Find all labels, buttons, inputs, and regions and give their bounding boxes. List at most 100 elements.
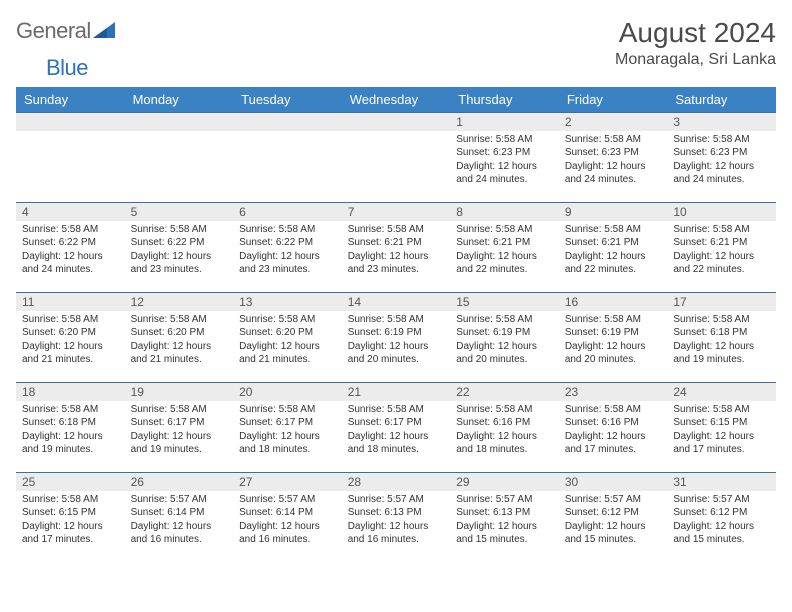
daylight-line: Daylight: 12 hours and 21 minutes. xyxy=(131,340,228,367)
daylight-line: Daylight: 12 hours and 22 minutes. xyxy=(673,250,770,277)
sunrise-line: Sunrise: 5:58 AM xyxy=(348,223,445,237)
day-cell: 13 Sunrise: 5:58 AMSunset: 6:20 PMDayligh… xyxy=(233,292,342,382)
day-number: 16 xyxy=(559,293,668,311)
day-info: Sunrise: 5:58 AMSunset: 6:18 PMDaylight:… xyxy=(22,403,119,457)
sunset-line: Sunset: 6:19 PM xyxy=(456,326,553,340)
dow-wednesday: Wednesday xyxy=(342,87,451,113)
day-cell: 5 Sunrise: 5:58 AMSunset: 6:22 PMDaylight… xyxy=(125,202,234,292)
sunset-line: Sunset: 6:16 PM xyxy=(565,416,662,430)
day-cell: 6 Sunrise: 5:58 AMSunset: 6:22 PMDaylight… xyxy=(233,202,342,292)
daylight-line: Daylight: 12 hours and 15 minutes. xyxy=(565,520,662,547)
day-info: Sunrise: 5:58 AMSunset: 6:22 PMDaylight:… xyxy=(131,223,228,277)
day-info: Sunrise: 5:58 AMSunset: 6:20 PMDaylight:… xyxy=(239,313,336,367)
day-number: 11 xyxy=(16,293,125,311)
daylight-line: Daylight: 12 hours and 19 minutes. xyxy=(22,430,119,457)
sunrise-line: Sunrise: 5:58 AM xyxy=(239,313,336,327)
empty-cell xyxy=(16,112,125,202)
day-number: 30 xyxy=(559,473,668,491)
sunset-line: Sunset: 6:14 PM xyxy=(239,506,336,520)
day-number: 24 xyxy=(667,383,776,401)
sunset-line: Sunset: 6:15 PM xyxy=(22,506,119,520)
calendar-row: 1 Sunrise: 5:58 AMSunset: 6:23 PMDaylight… xyxy=(16,112,776,202)
daylight-line: Daylight: 12 hours and 18 minutes. xyxy=(239,430,336,457)
sunrise-line: Sunrise: 5:58 AM xyxy=(22,493,119,507)
sunset-line: Sunset: 6:21 PM xyxy=(348,236,445,250)
day-info: Sunrise: 5:58 AMSunset: 6:21 PMDaylight:… xyxy=(456,223,553,277)
day-number: 12 xyxy=(125,293,234,311)
day-info: Sunrise: 5:58 AMSunset: 6:17 PMDaylight:… xyxy=(131,403,228,457)
day-info: Sunrise: 5:57 AMSunset: 6:14 PMDaylight:… xyxy=(239,493,336,547)
sunset-line: Sunset: 6:18 PM xyxy=(673,326,770,340)
sunset-line: Sunset: 6:20 PM xyxy=(22,326,119,340)
sunrise-line: Sunrise: 5:58 AM xyxy=(673,313,770,327)
day-info: Sunrise: 5:58 AMSunset: 6:15 PMDaylight:… xyxy=(22,493,119,547)
day-cell: 29Sunrise: 5:57 AMSunset: 6:13 PMDayligh… xyxy=(450,472,559,562)
day-number: 20 xyxy=(233,383,342,401)
brand-part2: Blue xyxy=(46,55,88,81)
title-block: August 2024 Monaragala, Sri Lanka xyxy=(615,18,776,69)
day-number: 5 xyxy=(125,203,234,221)
day-number: 3 xyxy=(667,113,776,131)
empty-cell xyxy=(233,112,342,202)
empty-daynum xyxy=(125,113,234,131)
sunrise-line: Sunrise: 5:58 AM xyxy=(348,313,445,327)
daylight-line: Daylight: 12 hours and 22 minutes. xyxy=(456,250,553,277)
day-cell: 12Sunrise: 5:58 AMSunset: 6:20 PMDayligh… xyxy=(125,292,234,382)
daylight-line: Daylight: 12 hours and 15 minutes. xyxy=(456,520,553,547)
day-number: 7 xyxy=(342,203,451,221)
day-number: 13 xyxy=(233,293,342,311)
brand-part1: General xyxy=(16,18,91,44)
day-number: 6 xyxy=(233,203,342,221)
sunrise-line: Sunrise: 5:58 AM xyxy=(456,403,553,417)
day-number: 25 xyxy=(16,473,125,491)
sunrise-line: Sunrise: 5:58 AM xyxy=(565,133,662,147)
day-info: Sunrise: 5:58 AMSunset: 6:21 PMDaylight:… xyxy=(673,223,770,277)
dow-tuesday: Tuesday xyxy=(233,87,342,113)
daylight-line: Daylight: 12 hours and 17 minutes. xyxy=(565,430,662,457)
day-number: 23 xyxy=(559,383,668,401)
daylight-line: Daylight: 12 hours and 17 minutes. xyxy=(22,520,119,547)
sunrise-line: Sunrise: 5:58 AM xyxy=(131,223,228,237)
day-cell: 20Sunrise: 5:58 AMSunset: 6:17 PMDayligh… xyxy=(233,382,342,472)
day-info: Sunrise: 5:57 AMSunset: 6:12 PMDaylight:… xyxy=(673,493,770,547)
day-cell: 22Sunrise: 5:58 AMSunset: 6:16 PMDayligh… xyxy=(450,382,559,472)
day-number: 1 xyxy=(450,113,559,131)
daylight-line: Daylight: 12 hours and 20 minutes. xyxy=(456,340,553,367)
day-cell: 1 Sunrise: 5:58 AMSunset: 6:23 PMDaylight… xyxy=(450,112,559,202)
sunrise-line: Sunrise: 5:58 AM xyxy=(348,403,445,417)
daylight-line: Daylight: 12 hours and 24 minutes. xyxy=(456,160,553,187)
day-info: Sunrise: 5:58 AMSunset: 6:22 PMDaylight:… xyxy=(239,223,336,277)
sunset-line: Sunset: 6:17 PM xyxy=(348,416,445,430)
day-info: Sunrise: 5:58 AMSunset: 6:16 PMDaylight:… xyxy=(565,403,662,457)
daylight-line: Daylight: 12 hours and 24 minutes. xyxy=(565,160,662,187)
dow-thursday: Thursday xyxy=(450,87,559,113)
day-number: 4 xyxy=(16,203,125,221)
day-cell: 2Sunrise: 5:58 AMSunset: 6:23 PMDaylight… xyxy=(559,112,668,202)
day-info: Sunrise: 5:58 AMSunset: 6:23 PMDaylight:… xyxy=(456,133,553,187)
day-cell: 7Sunrise: 5:58 AMSunset: 6:21 PMDaylight… xyxy=(342,202,451,292)
sunset-line: Sunset: 6:21 PM xyxy=(673,236,770,250)
sunset-line: Sunset: 6:17 PM xyxy=(239,416,336,430)
day-cell: 15Sunrise: 5:58 AMSunset: 6:19 PMDayligh… xyxy=(450,292,559,382)
sunset-line: Sunset: 6:21 PM xyxy=(565,236,662,250)
sunrise-line: Sunrise: 5:58 AM xyxy=(673,133,770,147)
calendar-body: 1 Sunrise: 5:58 AMSunset: 6:23 PMDaylight… xyxy=(16,112,776,562)
sunset-line: Sunset: 6:21 PM xyxy=(456,236,553,250)
day-cell: 4Sunrise: 5:58 AMSunset: 6:22 PMDaylight… xyxy=(16,202,125,292)
day-cell: 31Sunrise: 5:57 AMSunset: 6:12 PMDayligh… xyxy=(667,472,776,562)
day-info: Sunrise: 5:58 AMSunset: 6:19 PMDaylight:… xyxy=(565,313,662,367)
calendar-row: 11Sunrise: 5:58 AMSunset: 6:20 PMDayligh… xyxy=(16,292,776,382)
day-cell: 19Sunrise: 5:58 AMSunset: 6:17 PMDayligh… xyxy=(125,382,234,472)
sunrise-line: Sunrise: 5:58 AM xyxy=(565,403,662,417)
day-info: Sunrise: 5:58 AMSunset: 6:17 PMDaylight:… xyxy=(348,403,445,457)
day-cell: 24Sunrise: 5:58 AMSunset: 6:15 PMDayligh… xyxy=(667,382,776,472)
day-number: 8 xyxy=(450,203,559,221)
month-title: August 2024 xyxy=(615,18,776,49)
sunset-line: Sunset: 6:18 PM xyxy=(22,416,119,430)
sunset-line: Sunset: 6:15 PM xyxy=(673,416,770,430)
day-number: 28 xyxy=(342,473,451,491)
day-number: 17 xyxy=(667,293,776,311)
sunrise-line: Sunrise: 5:57 AM xyxy=(673,493,770,507)
daylight-line: Daylight: 12 hours and 23 minutes. xyxy=(131,250,228,277)
day-info: Sunrise: 5:58 AMSunset: 6:19 PMDaylight:… xyxy=(456,313,553,367)
